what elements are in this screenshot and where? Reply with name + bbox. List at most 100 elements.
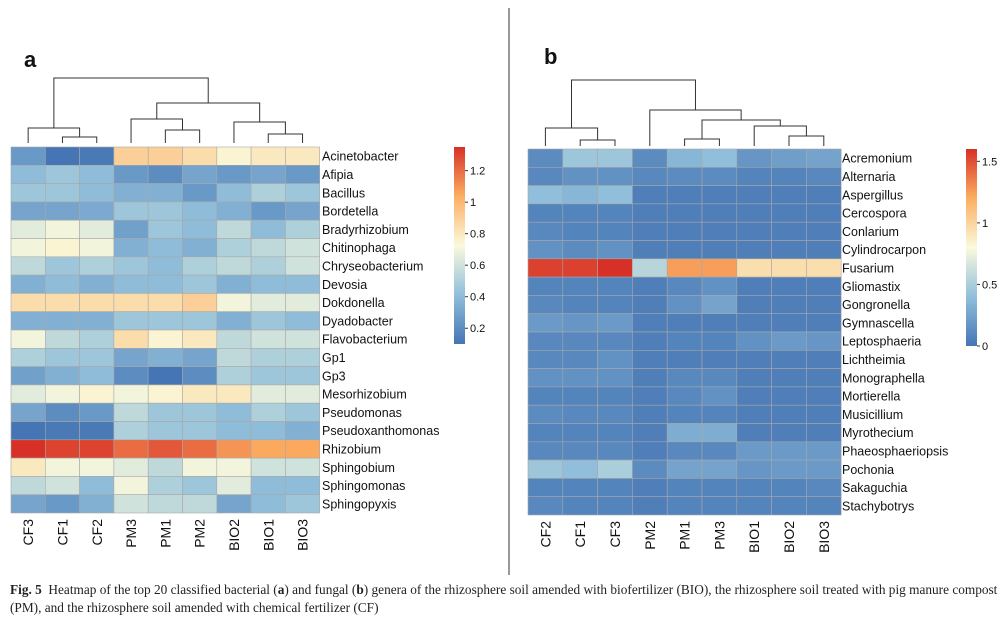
heatmap-cell bbox=[806, 258, 842, 278]
heatmap-cell bbox=[250, 439, 286, 459]
heatmap-figure: a Acinetobacter Afipia Bacillus Bordetella Br… bbox=[10, 8, 997, 575]
heatmap-cell bbox=[562, 258, 598, 278]
heatmap-cell bbox=[113, 201, 149, 221]
heatmap-cell bbox=[666, 368, 703, 388]
heatmap-cell bbox=[597, 221, 633, 241]
heatmap-cell bbox=[216, 347, 252, 367]
row-label: Pochonia bbox=[842, 463, 894, 477]
heatmap-cell bbox=[147, 238, 183, 258]
heatmap-cell bbox=[562, 349, 598, 369]
heatmap-cell bbox=[562, 295, 598, 314]
heatmap-cell bbox=[250, 347, 286, 367]
heatmap-cell bbox=[597, 148, 633, 168]
column-label: PM2 bbox=[642, 521, 658, 550]
heatmap-cell bbox=[597, 203, 633, 223]
panel-label: a bbox=[24, 47, 37, 72]
row-label: Stachybotrys bbox=[842, 499, 914, 513]
heatmap-cell bbox=[216, 476, 252, 495]
heatmap-cell bbox=[113, 219, 149, 239]
heatmap-cell bbox=[806, 349, 842, 369]
heatmap-cell bbox=[182, 274, 218, 294]
heatmap-cell bbox=[527, 349, 564, 369]
heatmap-cell bbox=[216, 329, 252, 349]
heatmap-cell bbox=[562, 276, 598, 296]
column-label: CF2 bbox=[537, 521, 553, 548]
heatmap-cell bbox=[597, 423, 633, 443]
row-label: Pseudoxanthomonas bbox=[322, 424, 439, 438]
heatmap-cell bbox=[632, 258, 668, 278]
heatmap-cell bbox=[182, 329, 218, 349]
heatmap-cell bbox=[44, 293, 80, 312]
heatmap-cell bbox=[562, 459, 598, 479]
heatmap-cell bbox=[736, 349, 772, 369]
dendro-link bbox=[27, 127, 81, 143]
heatmap-cell bbox=[736, 203, 772, 223]
heatmap-cell bbox=[44, 366, 80, 386]
colorbar-tick-label: 0.5 bbox=[982, 279, 997, 291]
column-label: CF2 bbox=[89, 519, 105, 546]
row-label: Devosia bbox=[322, 278, 367, 292]
heatmap-cell bbox=[250, 421, 286, 441]
heatmap-cell bbox=[666, 276, 703, 296]
heatmap-cell bbox=[666, 203, 703, 223]
heatmap-cell bbox=[806, 167, 842, 186]
heatmap-cell bbox=[216, 256, 252, 276]
row-label: Flavobacterium bbox=[322, 333, 407, 347]
heatmap-cell bbox=[285, 439, 320, 459]
heatmap-cell bbox=[701, 203, 738, 223]
heatmap-cell bbox=[44, 274, 80, 294]
heatmap-cell bbox=[44, 384, 80, 404]
heatmap-cell bbox=[632, 295, 668, 314]
heatmap-cell bbox=[666, 441, 703, 461]
heatmap-cell bbox=[527, 423, 564, 443]
heatmap-cell bbox=[597, 167, 633, 186]
heatmap-cell bbox=[527, 313, 564, 333]
heatmap-cell bbox=[182, 439, 218, 459]
heatmap-cell bbox=[182, 311, 218, 331]
heatmap-cell bbox=[10, 347, 46, 367]
heatmap-cell bbox=[79, 146, 115, 166]
heatmap-cell bbox=[771, 148, 807, 168]
heatmap-cell bbox=[44, 347, 80, 367]
heatmap-cell bbox=[562, 167, 598, 186]
heatmap-cell bbox=[771, 221, 807, 241]
heatmap-cell bbox=[79, 402, 115, 422]
heatmap-cell bbox=[10, 311, 46, 331]
heatmap-cell bbox=[806, 368, 842, 388]
heatmap-cell bbox=[285, 457, 320, 477]
heatmap-cell bbox=[597, 313, 633, 333]
heatmap-cell bbox=[701, 185, 738, 205]
heatmap-cell bbox=[147, 494, 183, 514]
colorbar bbox=[966, 149, 977, 346]
dendro-link bbox=[788, 135, 825, 146]
heatmap-cell bbox=[285, 201, 320, 221]
heatmap-cell bbox=[113, 183, 149, 203]
heatmap-cell bbox=[666, 167, 703, 186]
row-label: Rhizobium bbox=[322, 442, 381, 456]
heatmap-cell bbox=[147, 476, 183, 495]
dendro-link bbox=[53, 77, 209, 128]
heatmap-cell bbox=[44, 238, 80, 258]
heatmap-cell bbox=[216, 293, 252, 312]
heatmap-cell bbox=[771, 496, 807, 516]
heatmap-cell bbox=[216, 421, 252, 441]
heatmap-cell bbox=[736, 185, 772, 205]
colorbar-tick-label: 0.4 bbox=[470, 292, 485, 304]
column-label: BIO3 bbox=[295, 519, 311, 551]
heatmap-cell bbox=[44, 146, 80, 166]
heatmap-cell bbox=[806, 423, 842, 443]
heatmap-cell bbox=[79, 311, 115, 331]
heatmap-cell bbox=[701, 331, 738, 351]
heatmap-cell bbox=[806, 404, 842, 424]
heatmap-cell bbox=[806, 148, 842, 168]
heatmap-cell bbox=[79, 183, 115, 203]
heatmap-cell bbox=[147, 384, 183, 404]
column-label: BIO1 bbox=[746, 521, 762, 553]
heatmap-cell bbox=[10, 201, 46, 221]
colorbar-tick-label: 0.6 bbox=[470, 260, 485, 272]
heatmap-cell bbox=[806, 386, 842, 406]
heatmap-cell bbox=[147, 329, 183, 349]
heatmap-cell bbox=[806, 313, 842, 333]
heatmap-cell bbox=[666, 386, 703, 406]
heatmap-cell bbox=[562, 148, 598, 168]
